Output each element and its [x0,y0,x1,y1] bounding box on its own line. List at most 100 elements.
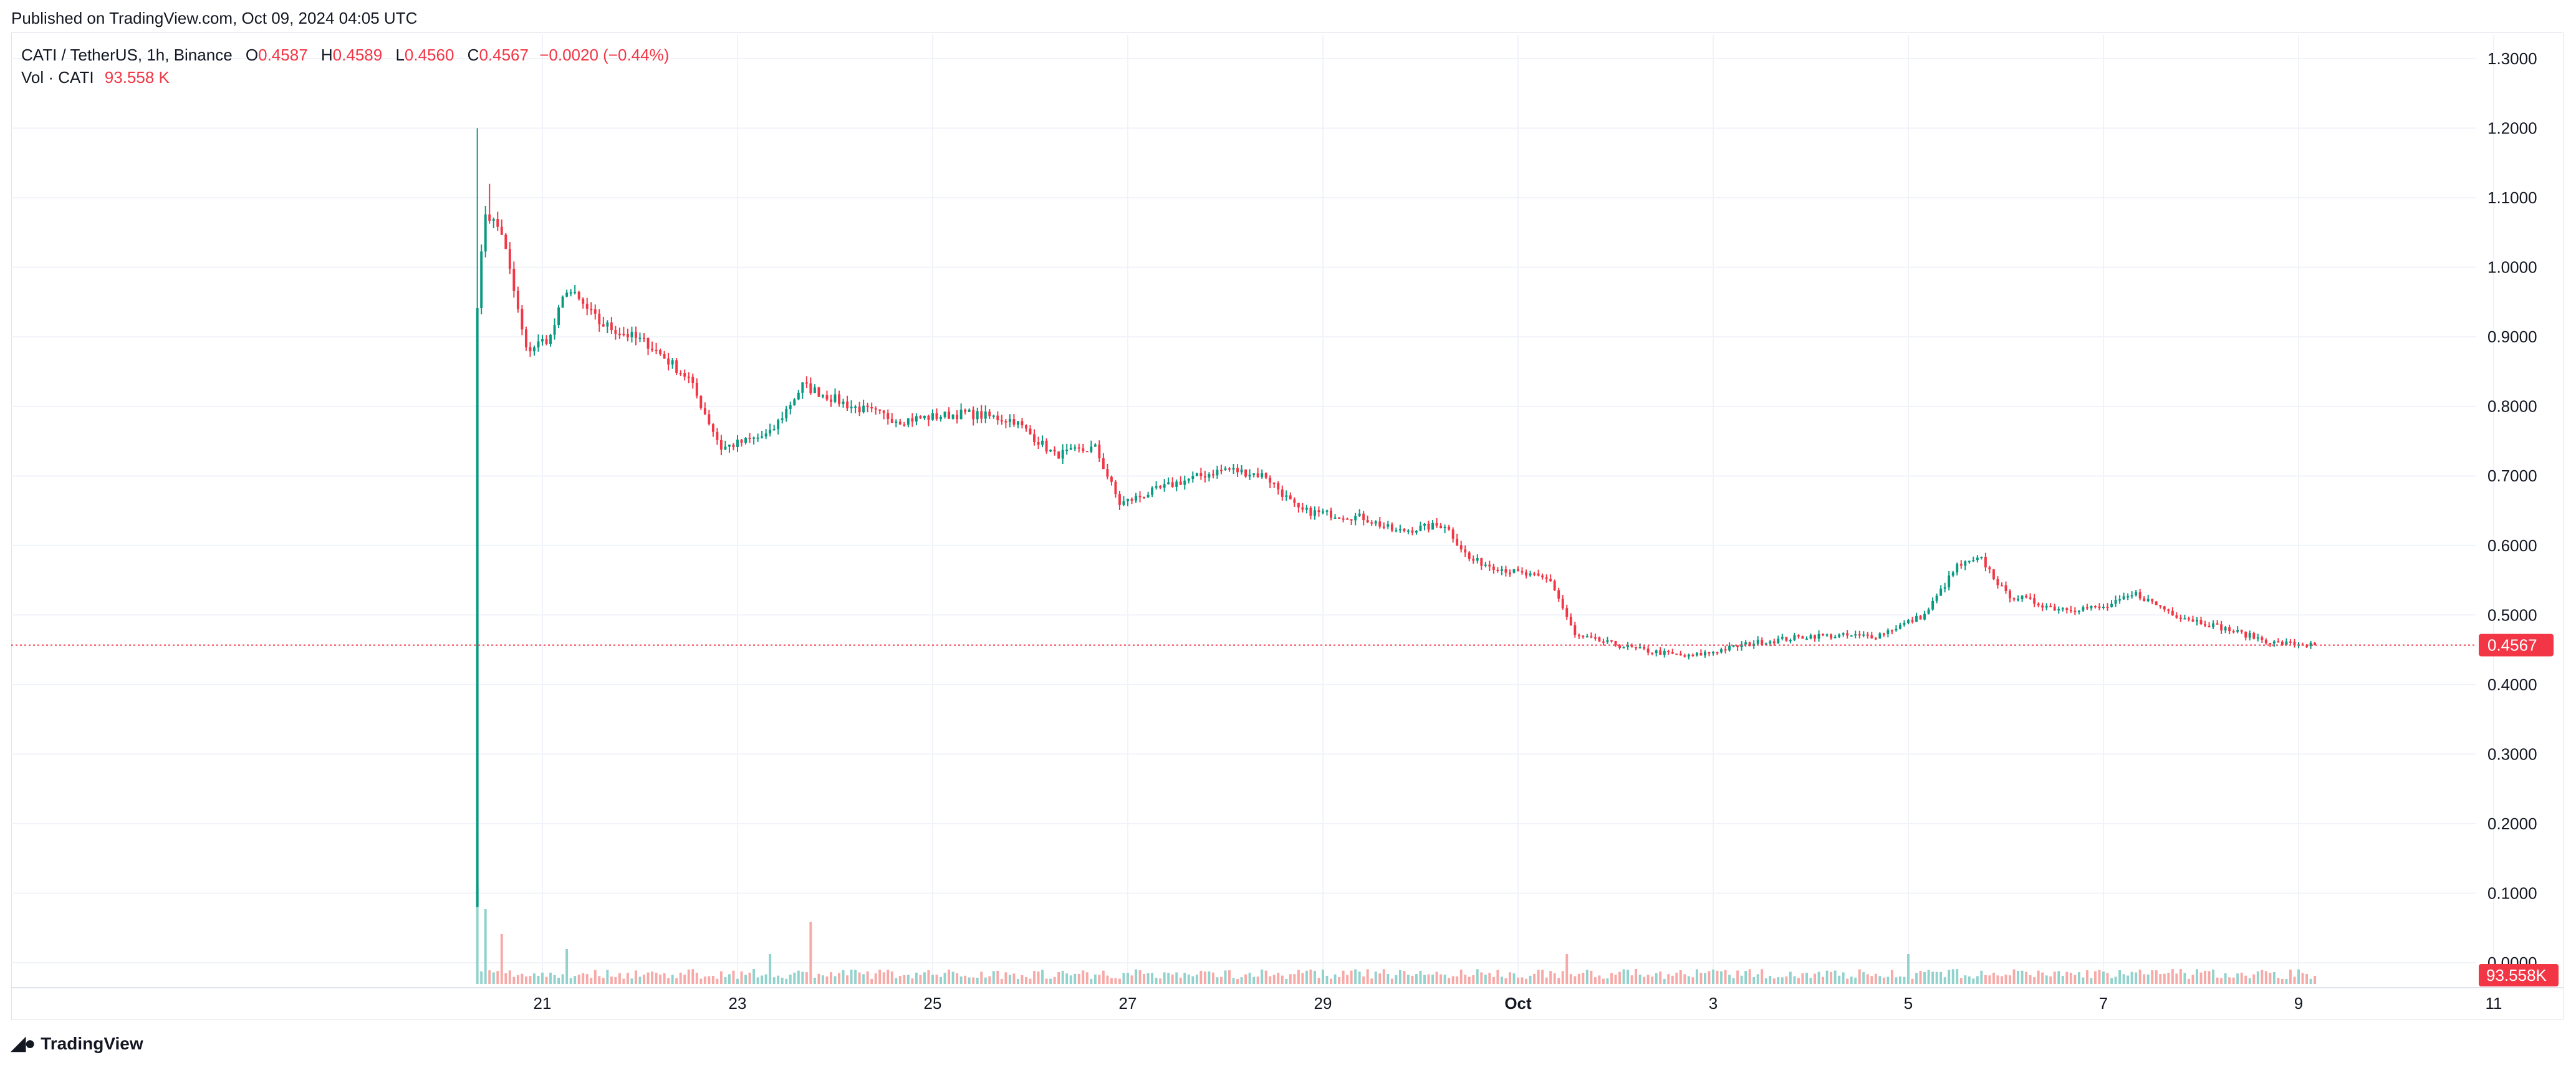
volume-bar [638,976,642,984]
volume-bar [761,975,764,984]
volume-bar [1822,976,1825,984]
volume-bar [1224,970,1227,984]
volume-bar [2187,978,2190,984]
candle-body [1764,643,1767,645]
volume-bar [1602,978,1605,984]
last-price-badge-text: 0.4567 [2487,636,2537,655]
tradingview-brand[interactable]: ◢● TradingView [11,1033,143,1054]
volume-bar [1382,969,1385,984]
candle-body [1809,635,1812,639]
volume-bar [1732,978,1735,984]
volume-bar [1146,973,1150,984]
legend-price-row: CATI / TetherUS, 1h, Binance O0.4587 H0.… [21,44,669,66]
candle-body [1651,652,1654,654]
candle-body [2033,598,2036,604]
volume-bar [1504,978,1507,984]
candle-body [1890,630,1893,632]
volume-bar [862,974,865,984]
volume-bar [2017,971,2020,984]
volume-bar [846,975,849,984]
volume-bar [626,973,629,984]
candle-body [492,219,495,221]
candle-body [1155,486,1158,488]
candle-body [1146,494,1150,498]
candle-body [1382,526,1385,528]
volume-bar [565,949,569,984]
candle-body [1854,634,1857,636]
volume-bar [1423,975,1426,984]
volume-bar [1923,971,1926,984]
volume-bar [671,975,674,984]
volume-bar [2305,973,2308,984]
candle-body [817,387,820,397]
volume-bar [2163,973,2166,984]
volume-bar [1334,974,1337,984]
candle-body [1569,617,1572,625]
volume-bar [1809,978,1812,984]
volume-bar [1854,977,1857,984]
volume-bar [561,974,564,984]
volume-bar [1297,970,1300,984]
volume-bar [1720,971,1723,984]
volume-bar [703,976,706,984]
volume-bar [687,969,690,984]
candle-body [1736,645,1739,647]
volume-bar [1082,970,1085,984]
candle-body [1801,636,1804,639]
volume-bar [1492,976,1495,984]
volume-bar [1431,975,1435,984]
volume-bar [667,978,670,984]
x-tick-label: 27 [1119,994,1137,1013]
candle-body [1159,486,1162,488]
volume-bar [911,978,914,984]
volume-bar [2143,974,2146,984]
candle-body [862,405,865,413]
candle-body [545,339,548,344]
volume-bar [1008,975,1011,984]
volume-bar [635,970,637,984]
volume-bar [1395,975,1398,984]
volume-bar [1598,975,1601,984]
volume-bar [1106,975,1109,984]
candle-body [1602,641,1605,643]
volume-bar [1671,975,1674,984]
symbol-label[interactable]: CATI / TetherUS, 1h, Binance [21,46,233,64]
volume-bar [2196,969,2198,984]
volume-bar [1390,978,1393,984]
candle-body [1261,473,1264,478]
volume-bar [1029,978,1032,984]
candle-body [1338,517,1341,519]
volume-bar [553,975,556,984]
volume-bar [1951,969,1954,984]
volume-bar [2269,973,2272,984]
volume-bar [1593,977,1597,984]
volume-bar [2085,970,2088,984]
volume-bar [764,974,767,984]
volume-label[interactable]: Vol · CATI [21,68,94,87]
volume-bar [2118,970,2122,984]
volume-bar [2232,977,2235,984]
candle-body [516,291,519,309]
candle-body [1208,474,1211,478]
volume-bar [1244,974,1247,984]
y-tick-label: 0.1000 [2487,884,2537,902]
volume-bar [1699,973,1703,984]
volume-bar [2037,970,2040,984]
candle-body [2122,596,2125,600]
candle-body [2269,643,2272,645]
candle-body [1041,440,1044,445]
low-value: 0.4560 [404,46,454,64]
candle-body [984,412,987,419]
candle-body [1781,637,1784,639]
volume-bar [521,973,524,984]
volume-bar [1269,976,1272,984]
candle-body [1082,448,1085,451]
candle-body [976,411,979,420]
candle-body [1191,476,1194,479]
volume-bar [1777,977,1780,984]
volume-bar [1175,972,1178,984]
volume-bar [508,970,511,984]
candle-body [537,341,540,348]
volume-bar [1439,974,1443,984]
